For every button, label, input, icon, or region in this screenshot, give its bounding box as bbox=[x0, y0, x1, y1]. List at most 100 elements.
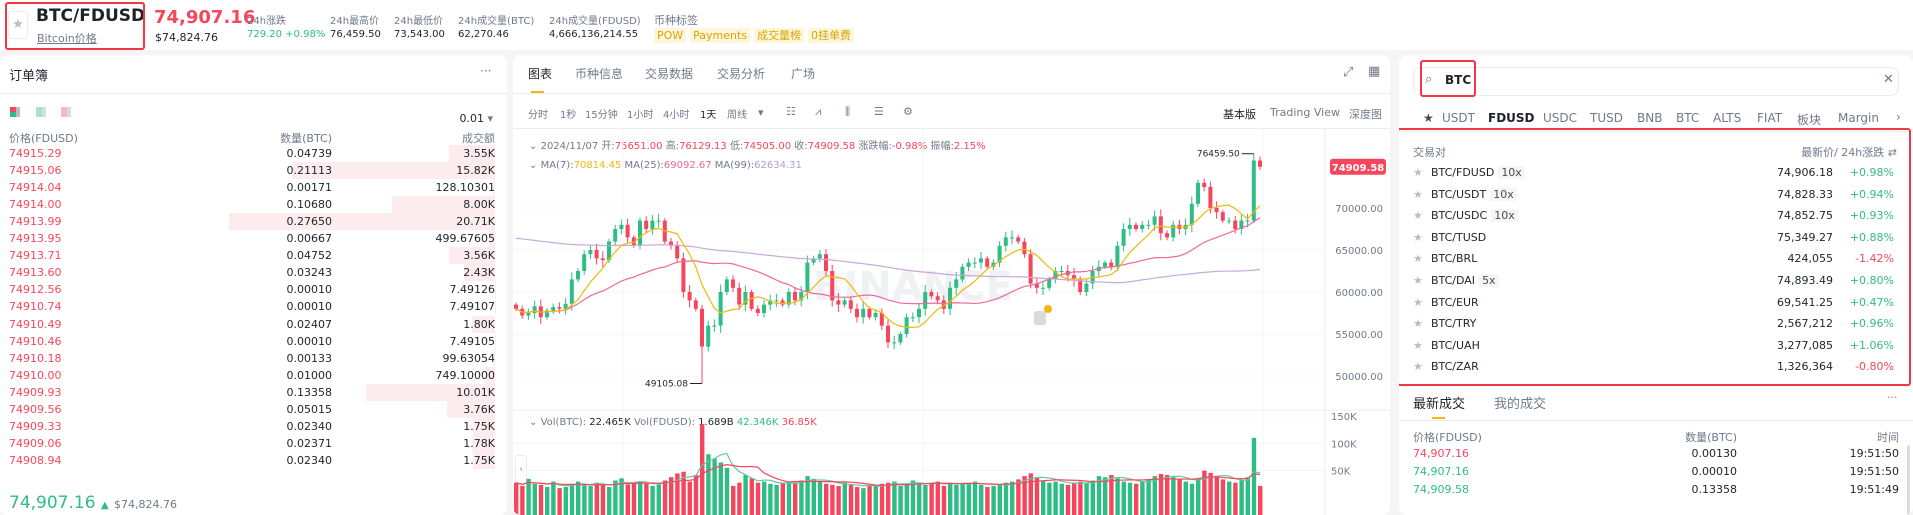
market-tab[interactable]: BNB bbox=[1637, 111, 1662, 125]
volume-bar bbox=[1084, 483, 1088, 515]
tag[interactable]: 0挂单费 bbox=[808, 28, 854, 43]
candle-body bbox=[526, 313, 530, 316]
market-tab[interactable]: BTC bbox=[1676, 111, 1699, 125]
ask-total: 7.49105 bbox=[450, 333, 496, 350]
chart-tab[interactable]: 交易数据 bbox=[645, 65, 693, 82]
search-input[interactable] bbox=[1413, 67, 1899, 96]
volume-bar bbox=[880, 484, 884, 515]
orderbook-title: 订单簿 bbox=[9, 65, 48, 84]
ask-price: 74915.29 bbox=[9, 145, 62, 162]
candle-type-icon[interactable]: ☷ bbox=[786, 105, 796, 118]
market-tab[interactable]: ALTS bbox=[1713, 111, 1741, 125]
open-value: 75651.00 bbox=[615, 141, 663, 152]
indicators-icon[interactable]: ⩘ bbox=[815, 105, 821, 119]
layout-grid-icon[interactable]: ▦ bbox=[1368, 64, 1380, 79]
tab-recent-trades[interactable]: 最新成交 bbox=[1413, 393, 1465, 412]
clear-search-icon[interactable]: ✕ bbox=[1883, 72, 1894, 87]
ma-legend: ⌄ MA(7):70814.45 MA(25):69092.67 MA(99):… bbox=[529, 160, 802, 171]
favorites-tab-star-icon[interactable]: ★ bbox=[1423, 111, 1434, 125]
orderbook-view-both-icon[interactable] bbox=[10, 107, 20, 117]
market-tab[interactable]: FIAT bbox=[1757, 111, 1782, 125]
volume-bar bbox=[551, 482, 555, 515]
volume-bar bbox=[743, 475, 747, 515]
settings-gear-icon[interactable]: ⚙ bbox=[903, 105, 913, 118]
volume-bar bbox=[762, 482, 766, 515]
market-tab[interactable]: USDT bbox=[1442, 111, 1475, 125]
interval-option[interactable]: 分时 bbox=[528, 106, 548, 121]
fullscreen-icon[interactable]: ⤢ bbox=[1343, 65, 1353, 80]
view-tradingview[interactable]: Trading View bbox=[1270, 106, 1340, 119]
ask-total: 99.63054 bbox=[443, 350, 496, 367]
ma25-value: 69092.67 bbox=[664, 160, 712, 171]
collapse-chevron-icon[interactable]: ⌄ bbox=[529, 417, 537, 428]
tag[interactable]: Payments bbox=[690, 28, 750, 43]
interval-option[interactable]: 15分钟 bbox=[585, 106, 618, 121]
interval-option[interactable]: 1秒 bbox=[560, 106, 576, 121]
candle-body bbox=[1153, 216, 1157, 224]
volume-bar bbox=[557, 488, 561, 515]
candle-body bbox=[557, 307, 561, 309]
ask-amount: 0.00010 bbox=[287, 333, 333, 350]
candlestick-chart[interactable]: BINANCE70000.0065000.0060000.0055000.005… bbox=[513, 55, 1390, 515]
interval-option[interactable]: 1天 bbox=[700, 106, 716, 121]
interval-option[interactable]: 4小时 bbox=[663, 106, 689, 121]
tag[interactable]: 成交量榜 bbox=[754, 28, 804, 43]
chart-tab[interactable]: 交易分析 bbox=[717, 65, 765, 82]
volume-bar bbox=[1221, 479, 1225, 515]
market-tab[interactable]: Margin bbox=[1838, 111, 1879, 125]
tag[interactable]: POW bbox=[654, 28, 686, 43]
trades-scrollbar[interactable] bbox=[1907, 445, 1910, 515]
market-tab[interactable]: FDUSD bbox=[1488, 111, 1535, 125]
interval-option[interactable]: 1小时 bbox=[627, 106, 653, 121]
market-tab[interactable]: 板块 bbox=[1797, 111, 1821, 128]
sidebar-expand-button[interactable]: › bbox=[515, 455, 527, 485]
orderbook-view-bids-icon[interactable] bbox=[36, 107, 46, 117]
collapse-chevron-icon[interactable]: ⌄ bbox=[529, 141, 537, 152]
interval-option[interactable]: 周线 bbox=[727, 106, 747, 121]
ask-amount: 0.05015 bbox=[287, 401, 333, 418]
chart-tab[interactable]: 广场 bbox=[791, 65, 815, 82]
market-tab[interactable]: USDC bbox=[1543, 111, 1577, 125]
market-tab[interactable]: TUSD bbox=[1590, 111, 1623, 125]
trade-price: 74,909.58 bbox=[1413, 483, 1469, 496]
tab-my-trades[interactable]: 我的成交 bbox=[1494, 393, 1546, 412]
orderbook-view-asks-icon[interactable] bbox=[61, 107, 71, 117]
view-basic[interactable]: 基本版 bbox=[1223, 106, 1256, 122]
volume-bar bbox=[725, 468, 729, 515]
collapse-chevron-icon[interactable]: ⌄ bbox=[529, 160, 537, 171]
drawing-tools-icon[interactable]: ☰ bbox=[874, 105, 884, 118]
interval-dropdown-icon[interactable]: ▾ bbox=[758, 106, 764, 119]
precision-select[interactable]: 0.01 ▾ bbox=[459, 112, 493, 125]
candle-body bbox=[737, 288, 741, 305]
orderbook-more-button[interactable]: ··· bbox=[480, 64, 491, 78]
tabs-scroll-right-icon[interactable]: › bbox=[1896, 110, 1901, 124]
volume-bar bbox=[675, 473, 679, 515]
chart-tab[interactable]: 图表 bbox=[528, 65, 552, 82]
trades-more-button[interactable]: ··· bbox=[1887, 391, 1898, 404]
stat-label: 24h成交量(FDUSD) bbox=[549, 12, 641, 27]
candle-body bbox=[570, 279, 574, 303]
view-depth[interactable]: 深度图 bbox=[1349, 106, 1382, 122]
chart-style-icon[interactable]: ⫼ bbox=[845, 105, 850, 119]
candle-body bbox=[917, 309, 921, 317]
chart-tab[interactable]: 币种信息 bbox=[575, 65, 623, 82]
